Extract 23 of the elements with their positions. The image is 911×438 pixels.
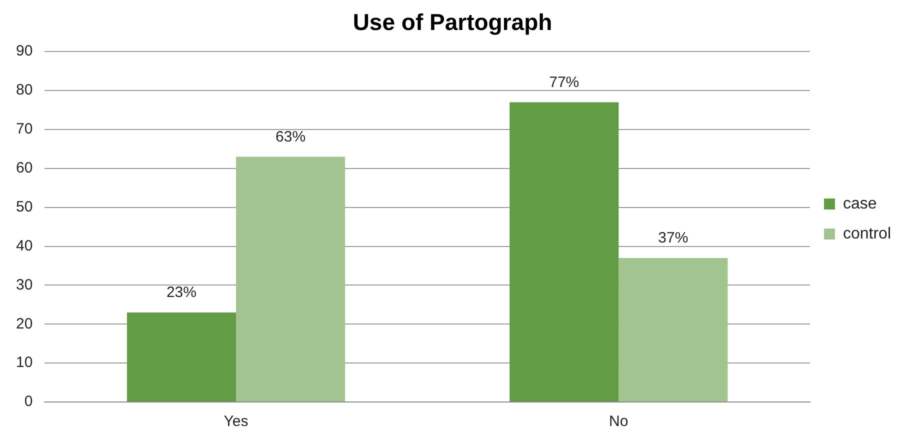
y-tick-label: 70 [16, 120, 33, 138]
data-label: 23% [166, 284, 196, 302]
chart-title: Use of Partograph [352, 9, 552, 36]
y-tick-label: 90 [16, 42, 33, 60]
data-label: 63% [276, 128, 306, 146]
y-tick-label: 30 [16, 276, 33, 294]
bar [126, 312, 236, 402]
legend-label: case [842, 195, 877, 212]
bar [236, 156, 346, 402]
bar [618, 258, 728, 402]
y-tick-label: 0 [24, 393, 33, 410]
y-tick-label: 60 [16, 160, 33, 177]
bar [510, 102, 619, 402]
y-tick-label: 20 [16, 315, 33, 332]
x-tick-label: Yes [224, 413, 248, 430]
x-tick-label: No [609, 413, 628, 430]
y-tick-label: 80 [16, 82, 33, 99]
legend-label: control [842, 225, 892, 242]
y-tick-label: 50 [16, 198, 33, 216]
y-tick-label: 40 [16, 237, 33, 254]
y-tick-label: 10 [16, 354, 33, 372]
data-label: 37% [658, 230, 688, 247]
data-label: 77% [549, 74, 580, 91]
